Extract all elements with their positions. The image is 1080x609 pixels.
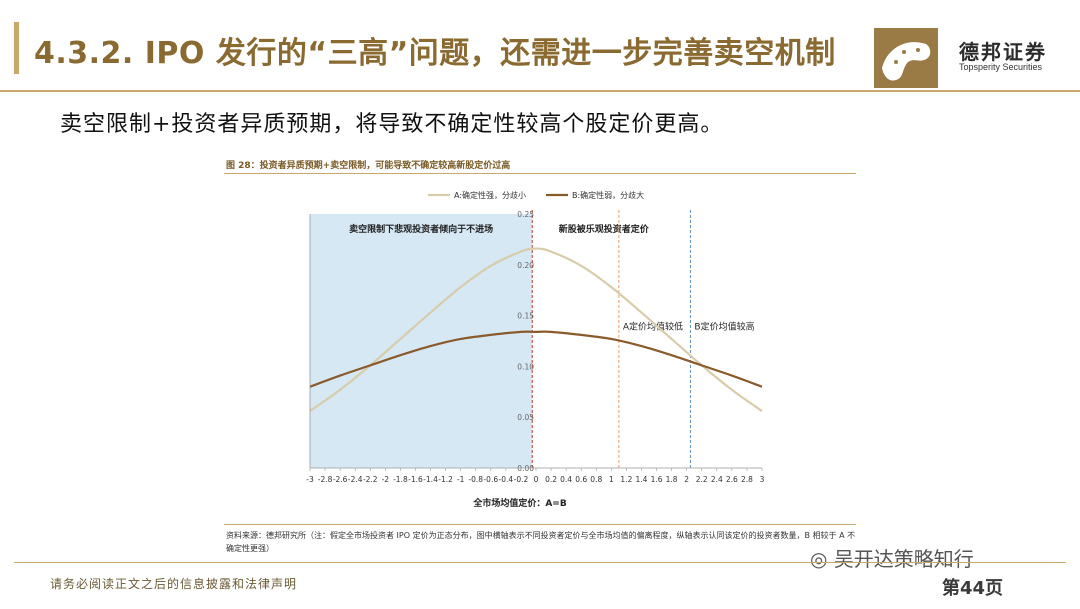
y-tick-label-3: 0.15 bbox=[517, 312, 534, 321]
short-sell-restriction-region bbox=[310, 214, 533, 468]
y-tick-label-2: 0.10 bbox=[517, 362, 534, 371]
figure-title: 图 28：投资者异质预期+卖空限制，可能导致不确定较高新股定价过高 bbox=[226, 161, 511, 171]
wechat-watermark: ◎ 吴开达策略知行 bbox=[810, 543, 974, 572]
x-axis-label: 全市场均值定价：A=B bbox=[472, 497, 567, 509]
chart-legend: A:确定性强，分歧小 B:确定性弱，分歧大 bbox=[428, 190, 644, 200]
figure-source-note: 资料来源：德邦研究所（注：假定全市场投资者 IPO 定价为正态分布，图中横轴表示… bbox=[226, 531, 856, 553]
page-number: 第44页 bbox=[942, 578, 1004, 599]
y-tick-label-4: 0.20 bbox=[517, 261, 534, 270]
x-tick-label-17: 0.4 bbox=[560, 475, 572, 484]
x-tick-label-27: 2.4 bbox=[711, 475, 723, 484]
wechat-icon: ◎ bbox=[810, 547, 828, 571]
wechat-account-name: 吴开达策略知行 bbox=[833, 547, 974, 571]
page-title: 4.3.2. IPO 发行的“三高”问题，还需进一步完善卖空机制 bbox=[34, 36, 836, 71]
x-tick-label-0: -3 bbox=[306, 475, 314, 484]
x-tick-label-11: -0.8 bbox=[468, 475, 483, 484]
x-tick-label-5: -2 bbox=[382, 475, 390, 484]
x-tick-label-6: -1.8 bbox=[393, 475, 408, 484]
leopard-logo-icon bbox=[882, 42, 931, 81]
x-tick-label-15: 0 bbox=[534, 475, 539, 484]
optimist-pricing-label: 新股被乐观投资者定价 bbox=[559, 223, 650, 235]
company-name-cn: 德邦证券 bbox=[959, 40, 1047, 64]
footer-divider bbox=[14, 562, 1066, 563]
y-tick-label-1: 0.05 bbox=[517, 413, 534, 422]
x-tick-label-2: -2.6 bbox=[333, 475, 348, 484]
title-accent-bar bbox=[14, 22, 19, 74]
series-line-1 bbox=[309, 330, 763, 388]
y-tick-label-5: 0.25 bbox=[517, 210, 534, 219]
x-tick-label-16: 0.2 bbox=[545, 475, 557, 484]
x-tick-label-28: 2.6 bbox=[726, 475, 738, 484]
legal-disclaimer: 请务必阅读正文之后的信息披露和法律声明 bbox=[50, 577, 298, 591]
figure-top-rule bbox=[224, 173, 856, 174]
x-tick-label-25: 2 bbox=[684, 475, 689, 484]
x-tick-label-19: 0.8 bbox=[590, 475, 602, 484]
x-tick-label-21: 1.2 bbox=[620, 475, 632, 484]
x-tick-label-8: -1.4 bbox=[423, 475, 438, 484]
x-tick-label-30: 3 bbox=[760, 475, 765, 484]
x-tick-label-4: -2.2 bbox=[363, 475, 378, 484]
x-tick-label-12: -0.6 bbox=[483, 475, 498, 484]
x-tick-label-7: -1.6 bbox=[408, 475, 423, 484]
legend-label-1: B:确定性弱，分歧大 bbox=[572, 190, 644, 200]
y-tick-label-0: 0.00 bbox=[517, 464, 534, 473]
x-tick-label-20: 1 bbox=[609, 475, 614, 484]
slide-subtitle: 卖空限制+投资者异质预期，将导致不确定性较高个股定价更高。 bbox=[60, 112, 724, 137]
x-tick-label-3: -2.4 bbox=[348, 475, 363, 484]
x-tick-label-23: 1.6 bbox=[651, 475, 663, 484]
vertical-reference-lines: A定价均值较低 B定价均值较高 bbox=[531, 210, 755, 468]
company-logo-icon bbox=[874, 28, 938, 88]
distribution-chart: A:确定性强，分歧小 B:确定性弱，分歧大 卖空限制下悲观投资者倾向于不进场 新股… bbox=[306, 190, 765, 509]
header-divider bbox=[0, 90, 1080, 92]
x-tick-label-29: 2.8 bbox=[741, 475, 753, 484]
vline-label-2: B定价均值较高 bbox=[694, 321, 754, 333]
shaded-region-label: 卖空限制下悲观投资者倾向于不进场 bbox=[349, 223, 493, 235]
company-name-en: Topsperity Securities bbox=[959, 62, 1043, 72]
x-axis: -3 -2.8 -2.6 -2.4 -2.2 -2 -1.8 -1.6 -1.4 -1.2 -1 -0… bbox=[306, 467, 765, 484]
y-axis: 0.00 0.05 0.10 0.15 0.20 0.25 bbox=[309, 210, 534, 473]
x-tick-label-9: -1.2 bbox=[438, 475, 453, 484]
x-tick-label-10: -1 bbox=[457, 475, 465, 484]
x-tick-label-1: -2.8 bbox=[318, 475, 333, 484]
x-tick-label-14: -0.2 bbox=[514, 475, 529, 484]
x-tick-label-26: 2.2 bbox=[696, 475, 708, 484]
x-tick-label-18: 0.6 bbox=[575, 475, 587, 484]
x-tick-label-22: 1.4 bbox=[635, 475, 647, 484]
chart-series bbox=[309, 247, 763, 413]
vline-label-1: A定价均值较低 bbox=[623, 321, 683, 333]
x-tick-label-24: 1.8 bbox=[666, 475, 678, 484]
figure-bottom-rule bbox=[224, 524, 856, 525]
x-tick-label-13: -0.4 bbox=[499, 475, 514, 484]
legend-label-0: A:确定性强，分歧小 bbox=[454, 190, 526, 200]
series-line-0 bbox=[309, 247, 763, 413]
